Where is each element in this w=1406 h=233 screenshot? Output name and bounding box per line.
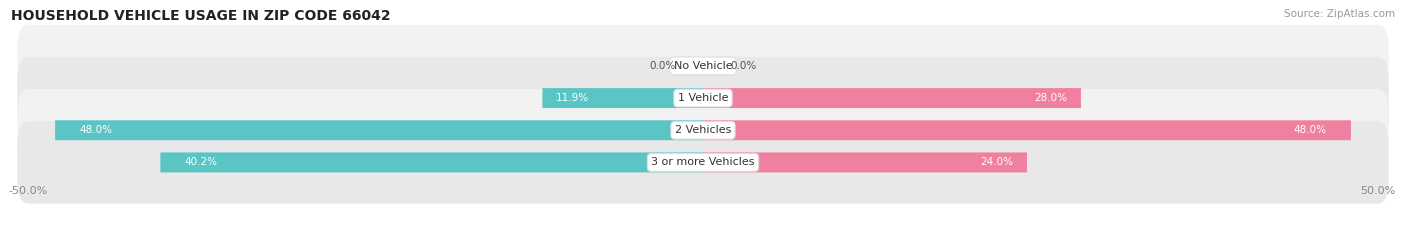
FancyBboxPatch shape xyxy=(543,88,703,108)
Text: 0.0%: 0.0% xyxy=(730,61,756,71)
Text: 0.0%: 0.0% xyxy=(650,61,676,71)
FancyBboxPatch shape xyxy=(17,121,1389,204)
Text: 2 Vehicles: 2 Vehicles xyxy=(675,125,731,135)
FancyBboxPatch shape xyxy=(17,89,1389,171)
Text: HOUSEHOLD VEHICLE USAGE IN ZIP CODE 66042: HOUSEHOLD VEHICLE USAGE IN ZIP CODE 6604… xyxy=(11,9,391,23)
Text: 48.0%: 48.0% xyxy=(1294,125,1327,135)
Text: 48.0%: 48.0% xyxy=(79,125,112,135)
Text: 24.0%: 24.0% xyxy=(980,158,1014,168)
FancyBboxPatch shape xyxy=(17,57,1389,139)
FancyBboxPatch shape xyxy=(17,25,1389,107)
FancyBboxPatch shape xyxy=(703,152,1026,172)
FancyBboxPatch shape xyxy=(703,120,1351,140)
Text: Source: ZipAtlas.com: Source: ZipAtlas.com xyxy=(1284,9,1395,19)
Text: No Vehicle: No Vehicle xyxy=(673,61,733,71)
FancyBboxPatch shape xyxy=(703,88,1081,108)
FancyBboxPatch shape xyxy=(160,152,703,172)
Text: 28.0%: 28.0% xyxy=(1035,93,1067,103)
Text: 11.9%: 11.9% xyxy=(555,93,589,103)
Text: 1 Vehicle: 1 Vehicle xyxy=(678,93,728,103)
Text: 3 or more Vehicles: 3 or more Vehicles xyxy=(651,158,755,168)
FancyBboxPatch shape xyxy=(55,120,703,140)
Text: 40.2%: 40.2% xyxy=(184,158,218,168)
